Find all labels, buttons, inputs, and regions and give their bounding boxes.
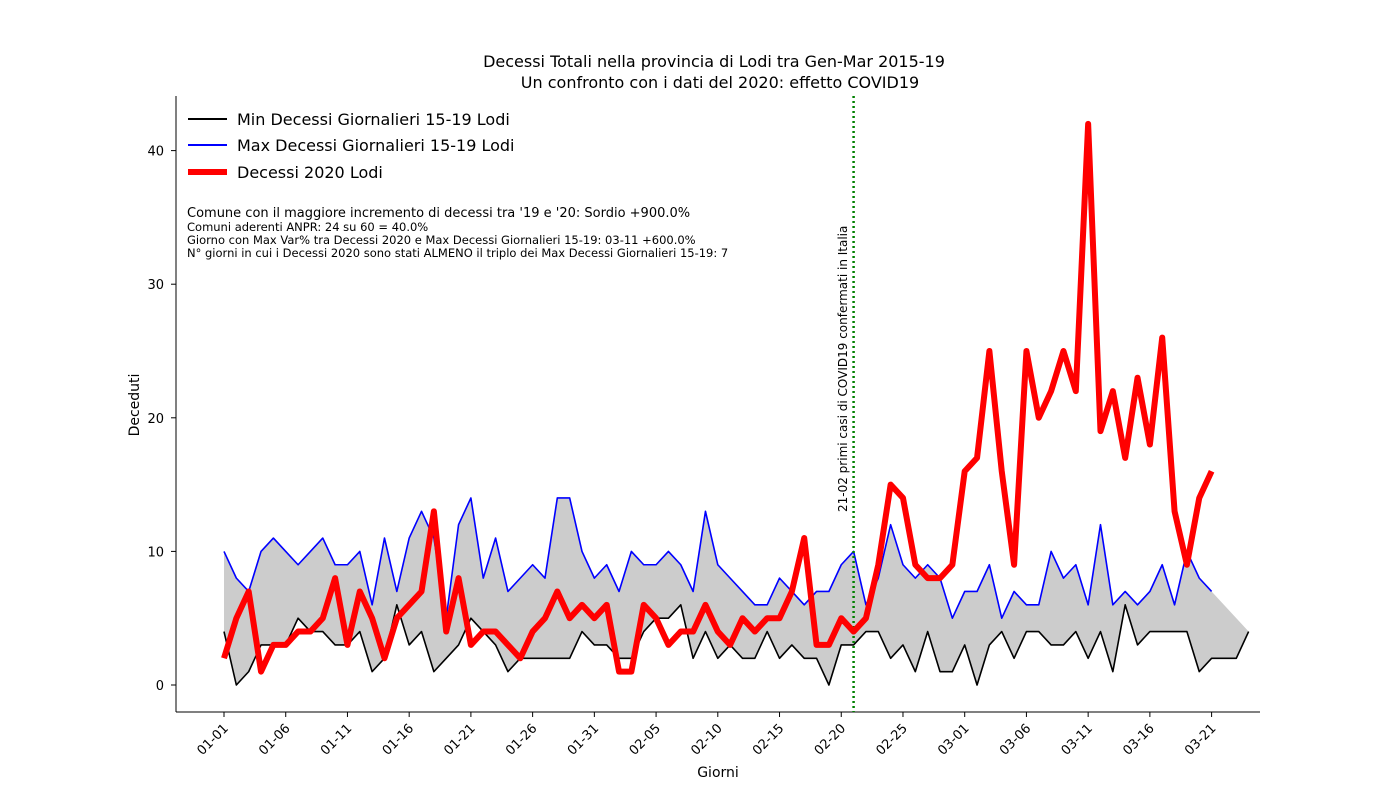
vline-label: 21-02 primi casi di COVID19 confermati i… (836, 226, 850, 512)
chart-subtitle: Un confronto con i dati del 2020: effett… (521, 73, 919, 92)
x-tick-label: 03-16 (1120, 721, 1157, 758)
x-tick-label: 01-26 (503, 721, 540, 758)
plot-area: 0 10 20 30 40 01-01 01-06 01-11 01-16 01-21 01-26 0… (147, 96, 1260, 759)
x-tick-label: 01-01 (195, 721, 232, 758)
legend: Min Decessi Giornalieri 15-19 Lodi Max De… (188, 110, 515, 182)
x-axis-label: Giorni (697, 765, 739, 781)
x-tick-label: 01-16 (380, 721, 417, 758)
chart-title: Decessi Totali nella provincia di Lodi t… (483, 52, 945, 71)
legend-item-min-label: Min Decessi Giornalieri 15-19 Lodi (237, 110, 510, 129)
x-tick-label: 01-06 (256, 721, 293, 758)
x-tick-label: 01-31 (565, 721, 602, 758)
y-tick-label: 30 (147, 278, 164, 293)
x-tick-label: 03-21 (1182, 721, 1219, 758)
y-tick-label: 0 (156, 679, 164, 694)
legend-item-max-label: Max Decessi Giornalieri 15-19 Lodi (237, 136, 515, 155)
x-tick-label: 02-05 (627, 721, 664, 758)
x-tick-label: 02-15 (750, 721, 787, 758)
x-tick-label: 03-01 (935, 721, 972, 758)
min-max-band (224, 497, 1249, 685)
annotation-line-2: Comuni aderenti ANPR: 24 su 60 = 40.0% (187, 220, 428, 234)
y-axis-label: Deceduti (127, 374, 143, 437)
annotation-line-3: Giorno con Max Var% tra Decessi 2020 e M… (187, 233, 696, 247)
x-tick-label: 01-11 (318, 721, 355, 758)
annotation-line-1: Comune con il maggiore incremento di dec… (187, 206, 690, 221)
x-tick-label: 03-11 (1059, 721, 1096, 758)
x-tick-label: 01-21 (441, 721, 478, 758)
y-tick-label: 20 (147, 412, 164, 427)
annotation-line-4: N° giorni in cui i Decessi 2020 sono sta… (187, 246, 728, 260)
series-max-line (223, 497, 1213, 620)
series-min-line (223, 604, 1250, 686)
series-2020-line (221, 120, 1215, 675)
x-tick-label: 02-10 (688, 721, 725, 758)
y-tick-label: 10 (147, 545, 164, 560)
x-tick-label: 02-20 (812, 721, 849, 758)
y-tick-label: 40 (147, 145, 164, 160)
x-tick-label: 03-06 (997, 721, 1034, 758)
x-tick-label: 02-25 (873, 721, 910, 758)
legend-item-2020-label: Decessi 2020 Lodi (237, 163, 383, 182)
